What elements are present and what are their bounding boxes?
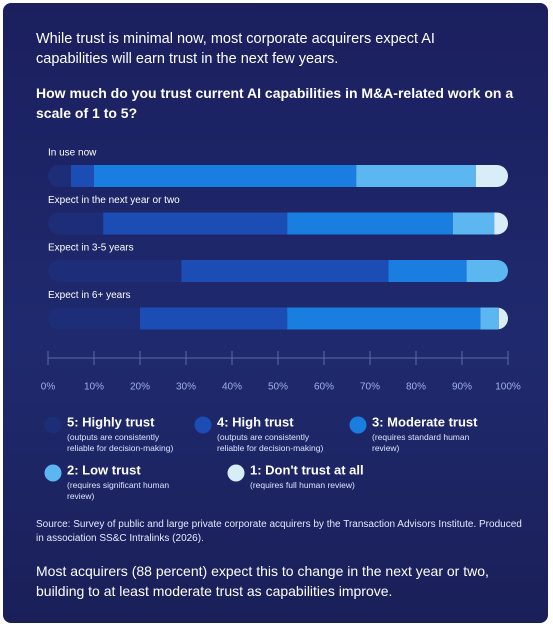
legend-description: (outputs are consistently reliable for de… — [217, 432, 323, 453]
legend-description: (requires full human review) — [250, 480, 355, 490]
bar-segment — [388, 260, 467, 282]
bar-group — [48, 165, 508, 187]
legend-label: 4: High trust — [217, 414, 294, 429]
bar-segment — [452, 212, 495, 235]
category-label: In use now — [48, 148, 97, 159]
legend-swatch — [44, 464, 62, 482]
bar-group — [48, 212, 508, 235]
x-tick-label: 10% — [84, 382, 104, 393]
legend-description: (requires significant human review) — [67, 480, 169, 501]
legend-swatch — [227, 464, 245, 482]
bar-segment — [48, 260, 182, 282]
legend-description-line: (requires significant human — [67, 480, 169, 490]
legend-label: 1: Don't trust at all — [250, 462, 364, 477]
legend-description-line: review) — [67, 491, 95, 501]
legend-swatch — [349, 416, 367, 434]
x-tick-label: 50% — [268, 382, 288, 393]
bar-segment — [71, 165, 94, 187]
card: While trust is minimal now, most corpora… — [3, 3, 548, 623]
legend-description-line: (requires standard human — [372, 432, 470, 442]
chart: In use now Expect in the next year or two… — [41, 148, 521, 502]
bar-segment — [480, 307, 499, 330]
bar-segment — [287, 307, 481, 330]
legend-description-line: review) — [372, 443, 400, 453]
bar-segment — [498, 307, 508, 330]
category-label: Expect in 3-5 years — [48, 243, 134, 254]
bar-group — [48, 260, 508, 282]
x-tick-label: 30% — [176, 382, 196, 393]
category-label: Expect in 6+ years — [48, 290, 131, 301]
bar-segment — [48, 307, 140, 330]
intro-text: While trust is minimal now, most corpora… — [36, 31, 435, 67]
legend-label: 3: Moderate trust — [372, 414, 478, 429]
x-tick-label: 0% — [41, 382, 56, 393]
bar-segment — [103, 212, 288, 235]
bar-segment — [287, 212, 453, 235]
legend-label: 2: Low trust — [67, 462, 141, 477]
bar-segment — [356, 165, 476, 187]
x-tick-label: 70% — [360, 382, 380, 393]
bar-segment — [494, 212, 508, 235]
source: Source: Survey of public and large priva… — [36, 519, 522, 544]
legend-label: 5: Highly trust — [67, 414, 155, 429]
footer-note: Most acquirers (88 percent) expect this … — [36, 563, 489, 599]
bar-group — [48, 307, 508, 330]
bar-segment — [48, 212, 104, 235]
bar-segment — [140, 307, 288, 330]
x-tick-label: 60% — [314, 382, 334, 393]
bar-segment — [48, 165, 71, 187]
bar-segment — [475, 165, 508, 187]
bar-segment — [181, 260, 389, 282]
chart-title: How much do you trust current AI capabil… — [36, 85, 514, 121]
legend-description-line: reliable for decision-making) — [67, 443, 173, 453]
category-label: Expect in the next year or two — [48, 195, 180, 206]
legend-description: (requires standard human review) — [372, 432, 470, 453]
legend-description-line: (outputs are consistently — [67, 432, 160, 442]
legend-description-line: (requires full human review) — [250, 480, 355, 490]
x-tick-label: 90% — [452, 382, 472, 393]
x-tick-label: 40% — [222, 382, 242, 393]
x-tick-label: 80% — [406, 382, 426, 393]
bar-segment — [94, 165, 357, 187]
bar-segment — [466, 260, 508, 282]
x-tick-label: 20% — [130, 382, 150, 393]
legend-swatch — [194, 416, 212, 434]
legend-swatch — [44, 416, 62, 434]
legend-description-line: reliable for decision-making) — [217, 443, 323, 453]
legend-description-line: (outputs are consistently — [217, 432, 310, 442]
legend-description: (outputs are consistently reliable for de… — [67, 432, 173, 453]
x-tick-label: 100% — [495, 382, 521, 393]
